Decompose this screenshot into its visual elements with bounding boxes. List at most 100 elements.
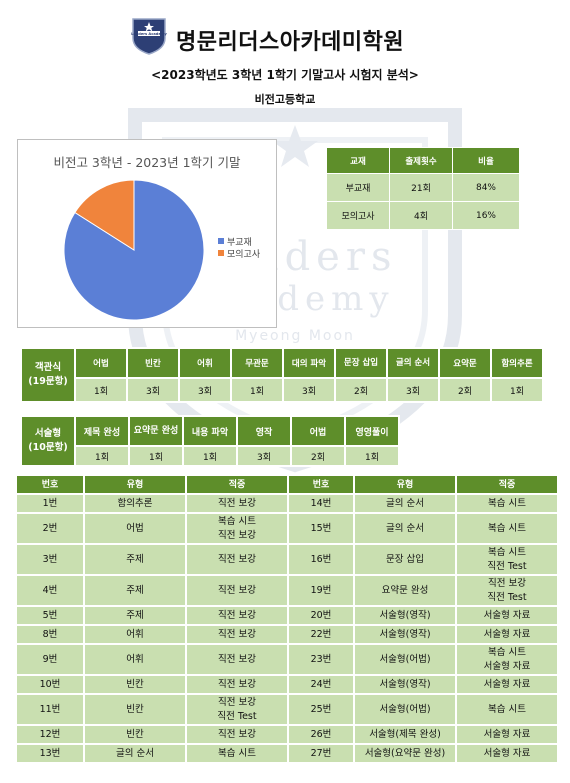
question-number: 23번 <box>287 643 355 676</box>
summary-cell: 부교재 <box>326 173 390 202</box>
table-row: 1번 함의추론 직전 보강 14번 글의 순서 복습 시트 <box>15 493 559 514</box>
objective-type: 문장 삽입 <box>334 347 388 379</box>
detail-body: 1번 함의추론 직전 보강 14번 글의 순서 복습 시트 2번 어법 복습 시트 직전 보강 1… <box>15 493 559 764</box>
hit-source: 복습 시트 서술형 자료 <box>455 643 559 676</box>
subjective-label-line2: (10문항) <box>28 442 68 453</box>
subjective-label-line1: 서술형 <box>34 428 62 439</box>
question-number: 27번 <box>287 743 355 764</box>
hit-source: 직전 보강 <box>185 574 289 607</box>
hit-source: 복습 시트 직전 Test <box>455 543 559 576</box>
objective-type: 글의 순서 <box>386 347 440 379</box>
legend-item: 부교재 <box>218 235 260 248</box>
hit-source: 복습 시트 <box>455 493 559 514</box>
hit-source: 직전 보강 <box>185 624 289 645</box>
question-number: 20번 <box>287 605 355 626</box>
objective-count: 1회 <box>230 377 284 403</box>
question-detail-table: 번호 유형 적중 번호 유형 적중 1번 함의추론 직전 보강 14번 글의 순서 복습 … <box>15 474 559 764</box>
subjective-type: 요약문 완성 <box>128 415 184 447</box>
hit-source: 복습 시트 직전 보강 <box>185 512 289 545</box>
question-type: 서술형(영작) <box>353 674 457 695</box>
question-number: 2번 <box>15 512 85 545</box>
question-type: 글의 순서 <box>83 743 187 764</box>
legend-swatch <box>218 238 224 244</box>
question-type: 요약문 완성 <box>353 574 457 607</box>
objective-type: 빈칸 <box>126 347 180 379</box>
subjective-label: 서술형 (10문항) <box>20 415 76 467</box>
legend-swatch <box>218 250 224 256</box>
chart-legend: 부교재 모의고사 <box>218 235 260 260</box>
question-number: 25번 <box>287 693 355 726</box>
academy-logo: Leaders Academy <box>131 18 168 55</box>
question-type: 어법 <box>83 512 187 545</box>
question-number: 8번 <box>15 624 85 645</box>
academy-title: 명문리더스아카데미학원 <box>176 30 405 55</box>
summary-header: 출제횟수 <box>389 147 453 174</box>
table-row: 5번 주제 직전 보강 20번 서술형(영작) 서술형 자료 <box>15 605 559 626</box>
question-number: 3번 <box>15 543 85 576</box>
objective-count: 3회 <box>386 377 440 403</box>
table-row: 부교재 21회 84% <box>326 173 520 202</box>
objective-type: 함의추론 <box>490 347 544 379</box>
question-number: 13번 <box>15 743 85 764</box>
subjective-table: 서술형 (10문항) 제목 완성 요약문 완성 내용 파악 영작 어법 영영풀이… <box>20 415 400 467</box>
question-number: 26번 <box>287 724 355 745</box>
question-type: 서술형(영작) <box>353 605 457 626</box>
subjective-count: 1회 <box>74 445 130 467</box>
hit-source: 직전 보강 <box>185 605 289 626</box>
detail-header: 유형 <box>83 474 187 495</box>
detail-header: 번호 <box>287 474 355 495</box>
objective-type: 무관문 <box>230 347 284 379</box>
objective-count: 2회 <box>438 377 492 403</box>
table-row: 11번 빈칸 직전 보강 직전 Test 25번 서술형(어법) 복습 시트 <box>15 693 559 726</box>
question-type: 빈칸 <box>83 674 187 695</box>
question-type: 글의 순서 <box>353 493 457 514</box>
question-type: 주제 <box>83 543 187 576</box>
subjective-count: 1회 <box>182 445 238 467</box>
summary-cell: 21회 <box>389 173 453 202</box>
question-number: 12번 <box>15 724 85 745</box>
question-type: 어휘 <box>83 624 187 645</box>
table-row: 모의고사 4회 16% <box>326 201 520 230</box>
question-type: 빈칸 <box>83 724 187 745</box>
table-row: 4번 주제 직전 보강 19번 요약문 완성 직전 보강 직전 Test <box>15 574 559 607</box>
chart-title: 비전고 3학년 - 2023년 1학기 기말 <box>53 155 241 170</box>
question-type: 빈칸 <box>83 693 187 726</box>
objective-count: 3회 <box>178 377 232 403</box>
hit-source: 복습 시트 <box>455 512 559 545</box>
legend-label: 부교재 <box>227 237 252 248</box>
hit-source: 서술형 자료 <box>455 674 559 695</box>
question-number: 9번 <box>15 643 85 676</box>
hit-source: 직전 보강 <box>185 724 289 745</box>
question-type: 서술형(영작) <box>353 624 457 645</box>
subjective-count: 2회 <box>290 445 346 467</box>
summary-cell: 모의고사 <box>326 201 390 230</box>
detail-header: 적중 <box>185 474 289 495</box>
hit-source: 직전 보강 직전 Test <box>185 693 289 726</box>
legend-item: 모의고사 <box>218 247 260 260</box>
objective-label-line1: 객관식 <box>34 362 62 373</box>
question-type: 서술형(어법) <box>353 643 457 676</box>
subjective-count: 1회 <box>128 445 184 467</box>
table-row: 2번 어법 복습 시트 직전 보강 15번 글의 순서 복습 시트 <box>15 512 559 545</box>
hit-source: 서술형 자료 <box>455 743 559 764</box>
objective-label: 객관식 (19문항) <box>20 347 76 403</box>
subjective-type: 내용 파악 <box>182 415 238 447</box>
table-row: 1회 1회 1회 3회 2회 1회 <box>21 445 400 467</box>
table-row: 8번 어휘 직전 보강 22번 서술형(영작) 서술형 자료 <box>15 624 559 645</box>
logo-text: Leaders Academy <box>131 32 167 36</box>
table-row: 1회 3회 3회 1회 3회 2회 3회 2회 1회 <box>21 377 544 403</box>
school-name: 비전고등학교 <box>254 93 316 106</box>
question-number: 19번 <box>287 574 355 607</box>
question-number: 15번 <box>287 512 355 545</box>
detail-header: 적중 <box>455 474 559 495</box>
objective-count: 2회 <box>334 377 388 403</box>
subjective-type: 제목 완성 <box>74 415 130 447</box>
objective-count: 1회 <box>74 377 128 403</box>
hit-source: 직전 보강 <box>185 493 289 514</box>
subjective-type: 영영풀이 <box>344 415 400 447</box>
summary-table: 교재 출제횟수 비율 부교재 21회 84% 모의고사 4회 16% <box>326 147 520 230</box>
question-number: 1번 <box>15 493 85 514</box>
question-number: 10번 <box>15 674 85 695</box>
hit-source: 서술형 자료 <box>455 605 559 626</box>
question-type: 함의추론 <box>83 493 187 514</box>
